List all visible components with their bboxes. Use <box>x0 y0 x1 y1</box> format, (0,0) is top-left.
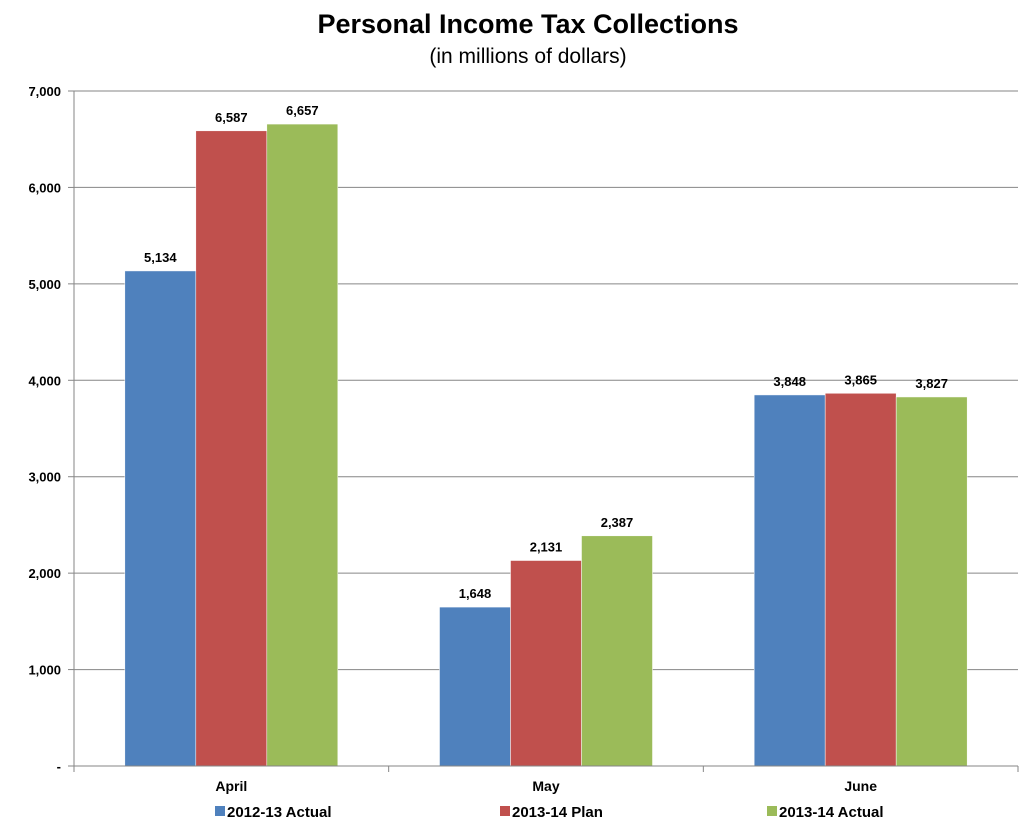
y-tick-label: 6,000 <box>28 180 61 195</box>
legend-swatch <box>215 806 225 816</box>
y-tick-label: 3,000 <box>28 470 61 485</box>
axes: - 1,000 2,000 3,000 4,000 5,000 6,000 7,000 Apri… <box>28 84 1019 794</box>
data-label: 6,587 <box>215 110 248 125</box>
y-tick-label: 4,000 <box>28 373 61 388</box>
y-tick-label: 2,000 <box>28 566 61 581</box>
data-label: 2,387 <box>601 515 634 530</box>
data-label: 3,848 <box>773 374 806 389</box>
data-labels: 5,134 6,587 6,657 1,648 2,131 2,387 3,848 3,865… <box>144 103 948 601</box>
x-category-label: June <box>844 778 877 794</box>
legend-swatch <box>500 806 510 816</box>
legend-label: 2012-13 Actual <box>227 804 332 821</box>
bar-april-2013-14-plan <box>195 130 268 767</box>
chart-subtitle: (in millions of dollars) <box>429 45 626 68</box>
legend-label: 2013-14 Actual <box>779 804 884 821</box>
x-category-label: May <box>532 778 559 794</box>
bar-may-2012-13-actual <box>439 606 511 767</box>
bar-june-2012-13-actual <box>753 394 826 767</box>
data-label: 1,648 <box>459 586 492 601</box>
legend-label: 2013-14 Plan <box>512 804 603 821</box>
data-label: 3,827 <box>915 376 948 391</box>
bar-april-2012-13-actual <box>124 270 197 767</box>
bar-june-2013-14-actual <box>895 396 968 767</box>
bar-june-2013-14-plan <box>824 393 897 767</box>
y-tick-label: 5,000 <box>28 277 61 292</box>
chart-title: Personal Income Tax Collections <box>317 9 738 39</box>
data-label: 2,131 <box>530 540 563 555</box>
data-label: 5,134 <box>144 250 177 265</box>
bar-may-2013-14-plan <box>510 560 582 767</box>
legend: 2012-13 Actual 2013-14 Plan 2013-14 Actual <box>215 804 884 821</box>
y-tick-label: - <box>57 759 61 774</box>
bar-april-2013-14-actual <box>266 123 339 767</box>
x-category-label: April <box>215 778 247 794</box>
bar-may-2013-14-actual <box>581 535 653 767</box>
bars <box>124 123 968 767</box>
y-tick-label: 7,000 <box>28 84 61 99</box>
legend-swatch <box>767 806 777 816</box>
data-label: 6,657 <box>286 103 319 118</box>
y-tick-label: 1,000 <box>28 663 61 678</box>
data-label: 3,865 <box>844 372 877 387</box>
